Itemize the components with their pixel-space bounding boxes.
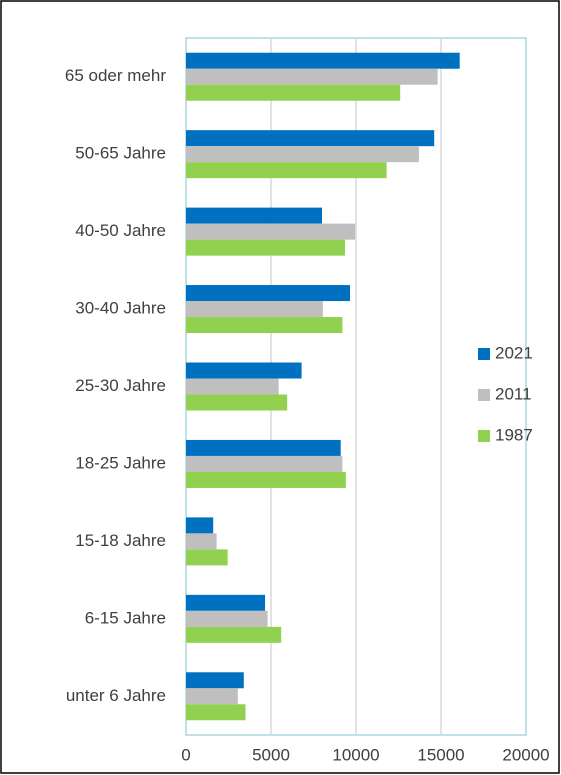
bar (186, 533, 217, 550)
legend-swatch (478, 430, 490, 442)
bar (186, 610, 268, 627)
bar (186, 68, 438, 85)
bar (186, 317, 343, 334)
y-tick-label: 18-25 Jahre (75, 453, 166, 472)
bar (186, 162, 387, 179)
legend-label: 2011 (495, 384, 532, 403)
bar (186, 455, 343, 472)
x-tick-label: 5000 (252, 745, 290, 764)
y-tick-label: 40-50 Jahre (75, 221, 166, 240)
bar (186, 394, 288, 411)
bar (186, 84, 401, 101)
bar (186, 626, 282, 643)
legend-label: 2021 (495, 343, 533, 362)
bar (186, 594, 266, 611)
y-tick-label: 15-18 Jahre (75, 531, 166, 550)
bar (186, 301, 323, 318)
y-tick-label: unter 6 Jahre (66, 686, 166, 705)
bar (186, 285, 351, 302)
y-tick-label: 6-15 Jahre (85, 608, 166, 627)
bar (186, 549, 228, 566)
y-tick-label: 65 oder mehr (65, 66, 166, 85)
x-tick-label: 0 (181, 745, 190, 764)
bar (186, 146, 419, 163)
bar (186, 130, 435, 147)
bar (186, 378, 279, 395)
legend-label: 1987 (495, 425, 533, 444)
bar (186, 52, 460, 69)
bar (186, 704, 246, 721)
legend-swatch (478, 348, 490, 360)
bar (186, 517, 214, 534)
y-tick-label: 25-30 Jahre (75, 376, 166, 395)
bar (186, 207, 322, 224)
bar (186, 471, 346, 488)
y-tick-label: 50-65 Jahre (75, 144, 166, 163)
x-tick-label: 15000 (417, 745, 464, 764)
bar (186, 362, 302, 379)
y-tick-label: 30-40 Jahre (75, 299, 166, 318)
bar (186, 223, 356, 240)
legend-swatch (478, 389, 490, 401)
bar (186, 239, 345, 256)
bar (186, 439, 341, 456)
x-tick-label: 10000 (332, 745, 379, 764)
bar (186, 672, 244, 689)
x-tick-label: 20000 (502, 745, 549, 764)
bar (186, 688, 238, 705)
